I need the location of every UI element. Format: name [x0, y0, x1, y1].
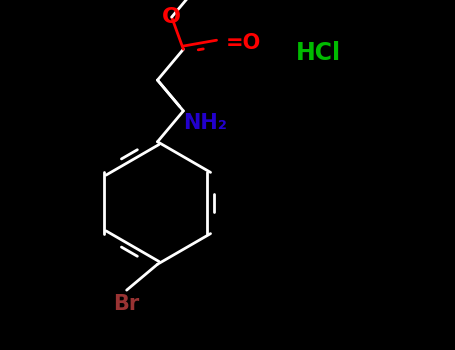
Text: =O: =O [226, 33, 261, 53]
Text: Br: Br [114, 294, 140, 314]
Text: HCl: HCl [296, 41, 341, 64]
Text: O: O [162, 7, 181, 27]
Text: NH₂: NH₂ [183, 113, 227, 133]
